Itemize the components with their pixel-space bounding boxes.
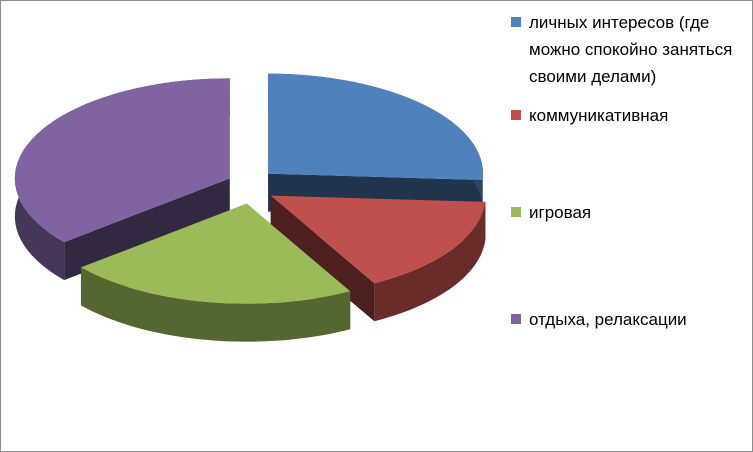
slice-side [64,178,230,281]
legend-label: отдыха, релаксации [529,310,687,329]
slice-wall [80,267,351,342]
legend-item: личных интересов (где можно спокойно зан… [511,9,746,90]
slice [268,73,484,218]
legend-item: коммуникативная [511,102,746,129]
legend-label: игровая [529,203,592,222]
slice-top [14,78,230,243]
legend-swatch [511,207,521,217]
legend-label: личных интересов (где можно спокойно зан… [529,13,733,86]
slice-top [80,203,351,304]
slice [14,78,230,281]
legend-swatch [511,110,521,120]
legend: личных интересов (где можно спокойно зан… [511,9,746,333]
slice-top [268,73,484,180]
slice-wall [374,201,486,322]
legend-label: коммуникативная [529,106,669,125]
slice-top [270,195,486,284]
legend-swatch [511,314,521,324]
legend-item: игровая [511,199,746,226]
slice [80,203,351,342]
legend-item: отдыха, релаксации [511,306,746,333]
legend-swatch [511,17,521,27]
